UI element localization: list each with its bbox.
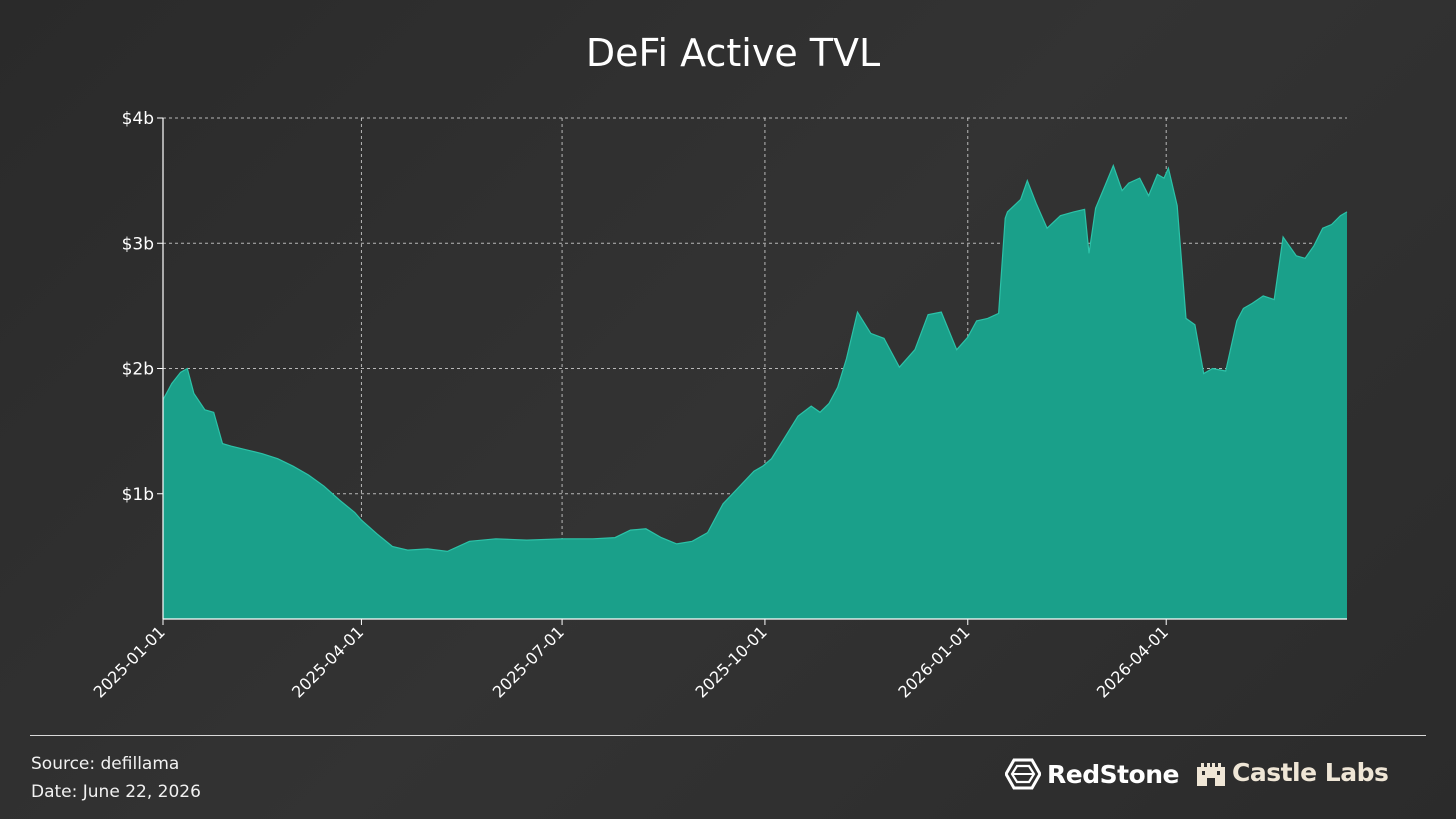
y-tick-label: $3b	[122, 234, 154, 254]
axes	[157, 117, 1347, 625]
series-line	[162, 163, 1348, 553]
area-series	[162, 163, 1348, 619]
y-tick-label: $4b	[122, 109, 154, 129]
x-tick-label: 2026-01-01	[894, 622, 973, 701]
footer-divider	[30, 735, 1426, 736]
redstone-mark-icon	[1005, 758, 1041, 790]
chart-title: DeFi Active TVL	[586, 31, 880, 75]
x-tick-label: 2025-04-01	[288, 622, 367, 701]
date-text: Date: June 22, 2026	[31, 782, 201, 802]
x-tick-label: 2025-07-01	[489, 622, 568, 701]
castle-icon	[1197, 762, 1225, 786]
y-tick-labels: $1b $2b $3b $4b	[122, 109, 154, 505]
redstone-logo: RedStone	[1005, 758, 1180, 790]
y-tick-label: $1b	[122, 485, 154, 505]
castle-labs-logo-text: Castle Labs	[1232, 758, 1389, 787]
y-tick-label: $2b	[122, 360, 154, 380]
tvl-chart: DeFi Active TVL $1b$2b$3b$4b 2025-01-01 2…	[90, 31, 1348, 701]
source-text: Source: defillama	[31, 754, 180, 774]
castle-labs-logo: Castle Labs	[1196, 758, 1389, 787]
x-tick-label: 2025-10-01	[692, 622, 771, 701]
series-area	[163, 165, 1347, 619]
x-tick-label: 2026-04-01	[1093, 622, 1172, 701]
x-tick-label: 2025-01-01	[90, 622, 169, 701]
x-tick-labels: 2025-01-01 2025-04-01 2025-07-01 2025-10-01…	[90, 622, 1172, 701]
redstone-logo-text: RedStone	[1047, 759, 1180, 789]
